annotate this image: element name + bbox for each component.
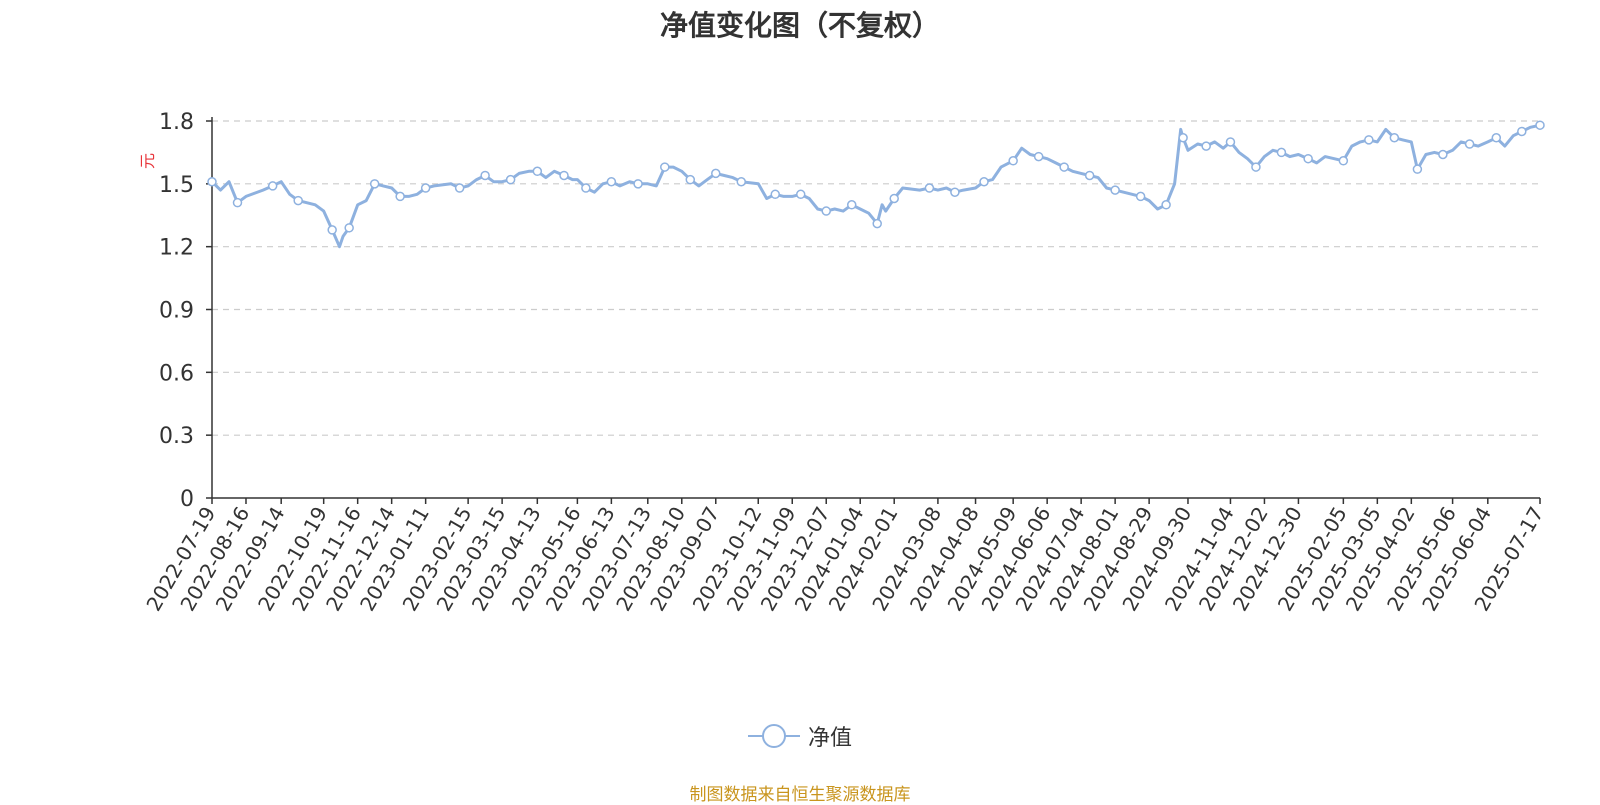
data-point[interactable] bbox=[454, 183, 465, 193]
data-point[interactable] bbox=[232, 197, 243, 208]
data-point[interactable] bbox=[660, 162, 670, 172]
data-point[interactable] bbox=[207, 176, 217, 187]
data-point[interactable] bbox=[1008, 156, 1018, 166]
y-axis-unit-label: 元 bbox=[138, 153, 157, 169]
data-point[interactable] bbox=[480, 170, 490, 181]
data-point[interactable] bbox=[395, 191, 405, 202]
data-point[interactable] bbox=[736, 176, 747, 187]
data-point[interactable] bbox=[1251, 162, 1261, 172]
data-point[interactable] bbox=[420, 183, 431, 193]
legend-line-icon bbox=[748, 724, 800, 748]
y-tick-label: 1.5 bbox=[159, 173, 194, 198]
data-point[interactable] bbox=[846, 200, 857, 210]
legend-label: 净值 bbox=[808, 726, 853, 751]
data-point[interactable] bbox=[795, 189, 806, 200]
y-tick-label: 0 bbox=[180, 487, 194, 512]
grid-layer bbox=[212, 120, 1540, 436]
data-point[interactable] bbox=[606, 176, 617, 187]
data-point[interactable] bbox=[1464, 139, 1475, 149]
data-point[interactable] bbox=[711, 168, 721, 179]
data-point[interactable] bbox=[1110, 185, 1120, 195]
data-point[interactable] bbox=[293, 195, 303, 206]
data-point[interactable] bbox=[979, 176, 989, 187]
data-point[interactable] bbox=[1389, 133, 1400, 143]
source-note: 制图数据来自恒生聚源数据库 bbox=[689, 785, 911, 805]
data-point[interactable] bbox=[532, 166, 543, 177]
y-tick-label: 1.8 bbox=[159, 110, 194, 135]
data-point[interactable] bbox=[889, 193, 899, 204]
data-point[interactable] bbox=[1059, 162, 1069, 172]
y-axis: 0 0.3 0.6 0.9 1.2 1.5 1.8 bbox=[159, 110, 213, 512]
series-layer bbox=[207, 120, 1545, 249]
data-point[interactable] bbox=[505, 174, 516, 185]
data-point[interactable] bbox=[770, 189, 780, 200]
data-point[interactable] bbox=[1033, 151, 1044, 162]
data-point[interactable] bbox=[1338, 156, 1349, 166]
data-point[interactable] bbox=[1517, 126, 1527, 137]
data-point[interactable] bbox=[633, 179, 643, 189]
data-point[interactable] bbox=[821, 206, 831, 216]
data-point[interactable] bbox=[1225, 137, 1236, 147]
data-point[interactable] bbox=[950, 187, 960, 197]
data-point[interactable] bbox=[1161, 200, 1171, 210]
legend[interactable]: 净值 bbox=[748, 720, 852, 752]
y-tick-label: 0.3 bbox=[159, 424, 194, 449]
y-tick-label: 0.9 bbox=[159, 299, 194, 324]
y-tick-label: 1.2 bbox=[159, 236, 194, 261]
data-point[interactable] bbox=[1178, 133, 1188, 143]
chart-title: 净值变化图（不复权） bbox=[659, 9, 940, 42]
data-point[interactable] bbox=[872, 218, 882, 229]
data-point[interactable] bbox=[924, 183, 935, 193]
data-point[interactable] bbox=[1364, 135, 1374, 145]
data-point[interactable] bbox=[1535, 120, 1545, 130]
data-point[interactable] bbox=[1491, 133, 1502, 143]
data-point[interactable] bbox=[1135, 191, 1146, 202]
data-point[interactable] bbox=[1412, 164, 1423, 174]
x-axis: 2022-07-192022-08-162022-09-142022-10-19… bbox=[141, 497, 1548, 615]
data-point[interactable] bbox=[267, 181, 278, 191]
y-tick-label: 0.6 bbox=[159, 361, 194, 386]
data-point[interactable] bbox=[685, 174, 696, 185]
data-point[interactable] bbox=[1438, 149, 1448, 160]
data-point[interactable] bbox=[581, 183, 591, 193]
data-point[interactable] bbox=[1303, 153, 1313, 164]
series-line bbox=[210, 123, 1541, 249]
data-point[interactable] bbox=[1201, 141, 1211, 151]
data-point[interactable] bbox=[344, 223, 354, 233]
data-point[interactable] bbox=[327, 225, 337, 235]
data-point[interactable] bbox=[369, 179, 380, 189]
data-point[interactable] bbox=[1276, 147, 1287, 158]
data-point[interactable] bbox=[1084, 170, 1095, 181]
data-point[interactable] bbox=[559, 170, 569, 181]
